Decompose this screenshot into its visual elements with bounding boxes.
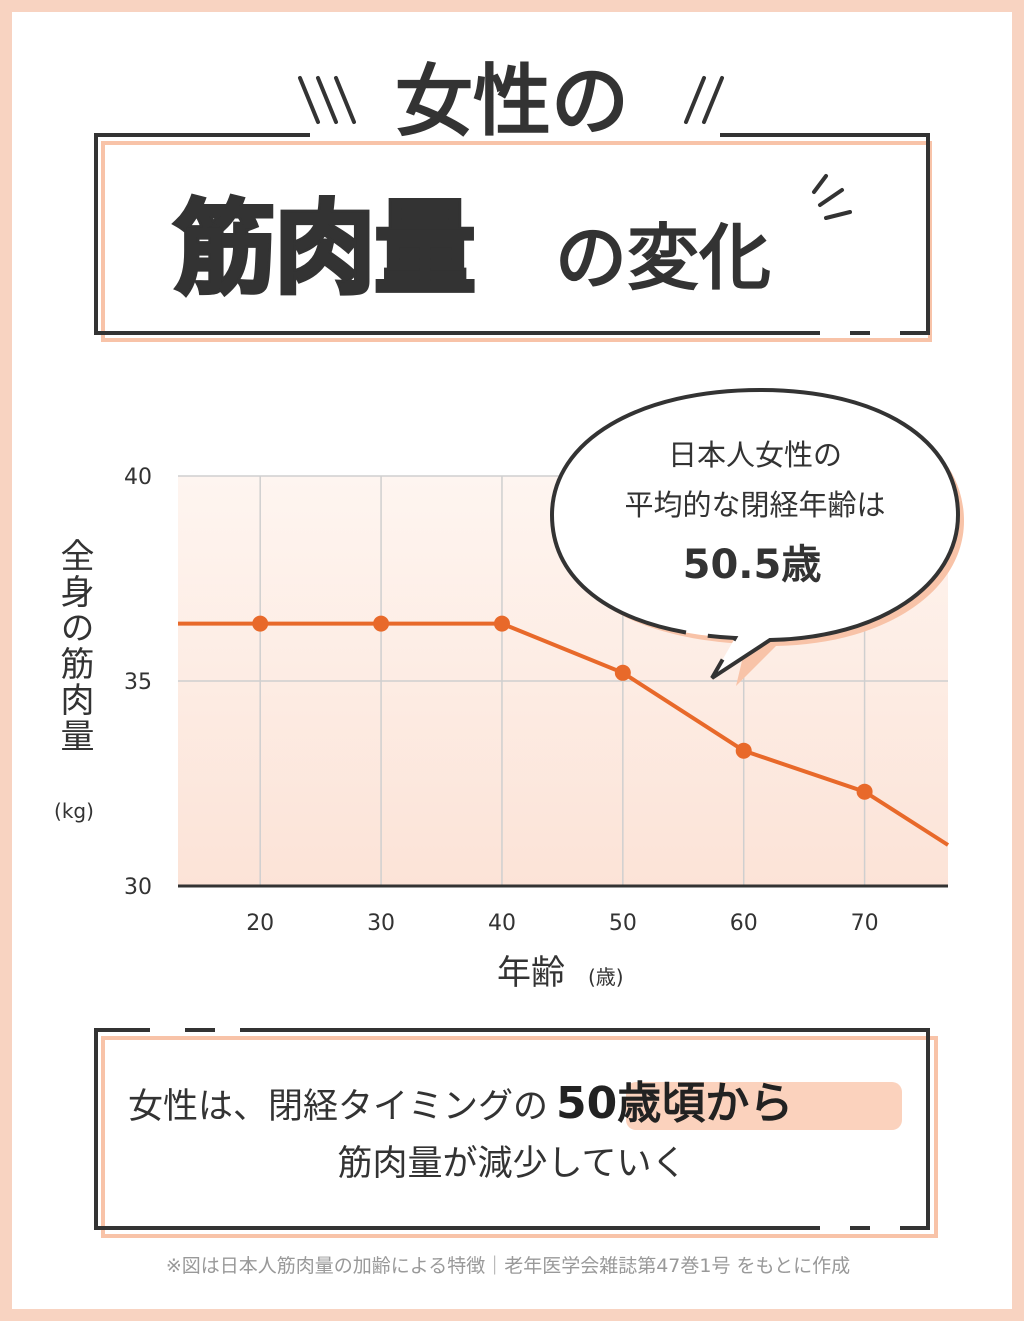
x-axis-title: 年齢 xyxy=(497,953,565,993)
y-tick-label: 30 xyxy=(124,875,152,900)
data-point xyxy=(614,664,631,681)
summary-line2: 筋肉量が減少していく xyxy=(338,1144,687,1184)
summary-box xyxy=(94,1028,938,1238)
callout-line2: 平均的な閉経年齢は xyxy=(624,488,885,522)
y-axis-unit: (kg) xyxy=(54,799,94,823)
callout-emphasis: 50.5歳 xyxy=(683,542,822,588)
data-point xyxy=(252,615,269,632)
data-point xyxy=(373,615,390,632)
x-tick-label: 40 xyxy=(488,911,516,936)
line-series xyxy=(178,621,950,847)
y-tick-label: 40 xyxy=(124,465,152,490)
data-point xyxy=(735,742,752,759)
title-box xyxy=(94,133,932,342)
x-tick-label: 50 xyxy=(609,911,637,936)
title-line2: の変化 xyxy=(555,216,771,300)
footnote: ※図は日本人筋肉量の加齢による特徴｜老年医学会雑誌第47巻1号 をもとに作成 xyxy=(166,1255,850,1277)
x-axis-unit: (歳) xyxy=(588,965,624,989)
title-highlight: 筋肉量 xyxy=(175,190,475,307)
title-accent xyxy=(298,76,852,220)
summary-highlight: 50歳頃から xyxy=(556,1078,793,1129)
x-tick-label: 60 xyxy=(730,911,758,936)
title-line1: 女性の xyxy=(395,57,629,147)
callout xyxy=(549,387,964,686)
x-tick-label: 70 xyxy=(851,911,879,936)
x-tick-label: 20 xyxy=(246,911,274,936)
callout-line1: 日本人女性の xyxy=(668,438,842,472)
summary-line1: 女性は、閉経タイミングの xyxy=(128,1087,548,1127)
y-tick-label: 35 xyxy=(124,670,152,695)
x-tick-label: 30 xyxy=(367,911,395,936)
summary-text: 女性は、閉経タイミングの 50歳頃から xyxy=(128,1078,793,1129)
data-point xyxy=(856,783,873,800)
y-axis-title: 全身の筋肉量 xyxy=(54,538,94,754)
data-point xyxy=(493,615,510,632)
